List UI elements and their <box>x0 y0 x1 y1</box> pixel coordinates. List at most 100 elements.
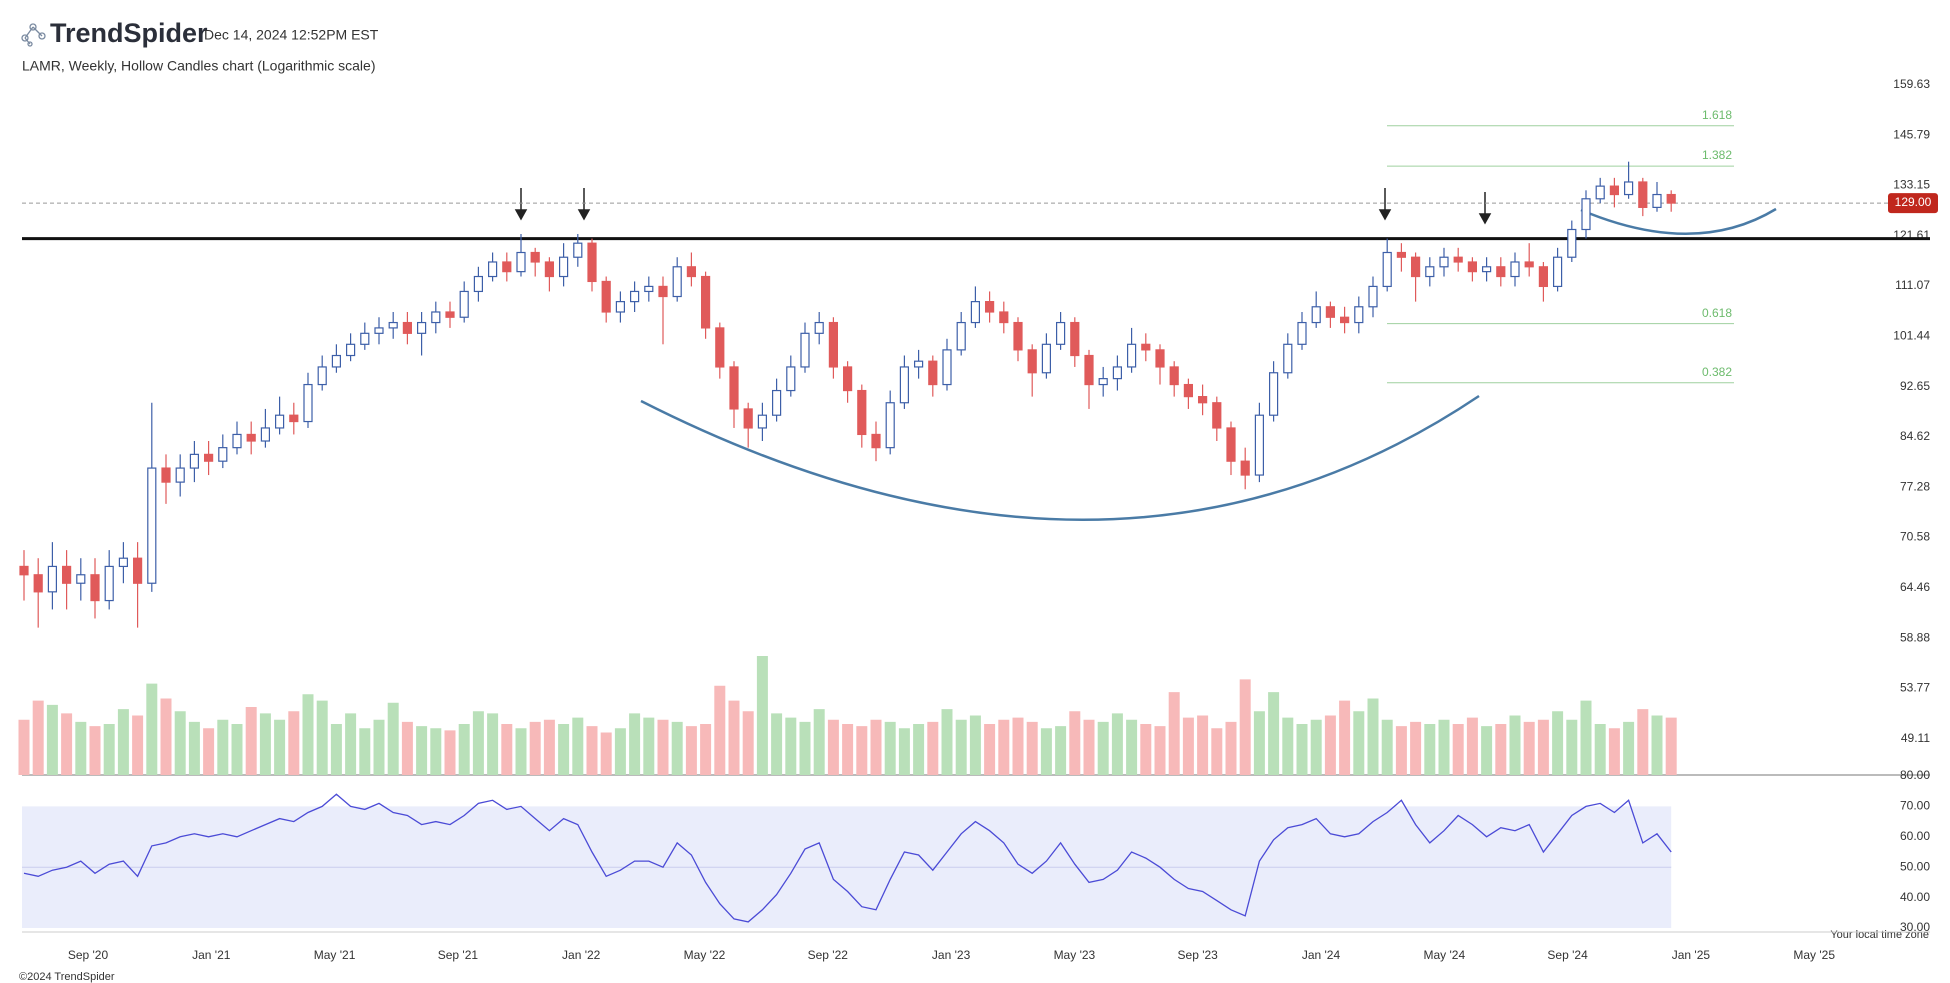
volume-bar <box>1424 724 1436 775</box>
volume-bar <box>103 724 115 775</box>
candle-body <box>814 321 824 334</box>
candle-body <box>431 311 441 324</box>
candle-body <box>459 290 469 318</box>
volume-bar <box>572 717 584 775</box>
volume-bar <box>913 724 925 775</box>
volume-bar <box>1140 724 1152 775</box>
candle-body <box>1595 185 1605 200</box>
volume-bar <box>359 728 371 775</box>
x-tick-label: Sep '24 <box>1547 948 1588 962</box>
rsi-tick-label: 50.00 <box>1900 859 1930 873</box>
volume-bar <box>898 728 910 775</box>
volume-bar <box>1211 728 1223 775</box>
volume-bar <box>75 721 87 775</box>
candle-body <box>644 285 654 293</box>
volume-bar <box>472 711 484 775</box>
volume-bar <box>685 726 697 775</box>
y-tick-label: 145.79 <box>1893 127 1930 141</box>
candle-body <box>544 261 555 278</box>
volume-bar <box>1481 726 1493 775</box>
candle-body <box>1439 256 1449 268</box>
volume-bar <box>1537 719 1549 775</box>
candle-body <box>1638 181 1648 208</box>
candle-body <box>615 301 626 313</box>
brand: TrendSpider <box>50 18 208 48</box>
candle-body <box>118 557 129 568</box>
volume-bar <box>18 719 30 775</box>
volume-bar <box>387 702 399 775</box>
rsi-tick-label: 60.00 <box>1900 829 1930 843</box>
candle-body <box>1453 256 1463 263</box>
candle-body <box>1126 343 1137 368</box>
volume-bar <box>188 721 200 775</box>
x-tick-label: Jan '22 <box>562 948 601 962</box>
volume-bar <box>217 719 229 775</box>
candle-body <box>1510 261 1520 278</box>
volume-bar <box>813 709 825 775</box>
volume-bar <box>856 726 868 775</box>
volume-bar <box>259 713 271 775</box>
volume-bar <box>1268 692 1280 775</box>
candle-body <box>1538 266 1549 288</box>
volume-bar <box>1182 717 1194 775</box>
volume-bar <box>231 724 243 775</box>
volume-bar <box>501 724 513 775</box>
arrows <box>514 188 1492 225</box>
volume-bar <box>1552 711 1564 775</box>
candle-body <box>984 301 995 313</box>
volume-bar <box>1310 719 1322 775</box>
y-tick-label: 84.62 <box>1900 429 1930 443</box>
volume-bar <box>1395 726 1407 775</box>
candle-body <box>970 301 981 324</box>
candle-body <box>587 242 597 283</box>
candle-body <box>672 266 682 298</box>
candle-body <box>956 321 966 351</box>
candle-body <box>999 311 1009 324</box>
volume-bar <box>245 707 257 775</box>
volume-bar <box>174 711 186 775</box>
candle-body <box>1623 181 1634 196</box>
candle-body <box>360 332 370 345</box>
volume-bar <box>1665 717 1677 775</box>
candle-body <box>1283 343 1293 374</box>
volume-bar <box>1608 728 1620 775</box>
candle-body <box>147 467 157 584</box>
y-tick-label: 58.88 <box>1900 630 1930 644</box>
candle-body <box>317 366 327 386</box>
y-tick-label: 70.58 <box>1900 530 1930 544</box>
candle-body <box>1410 256 1421 278</box>
volume-bar <box>1253 711 1265 775</box>
candle-body <box>729 366 739 410</box>
candle-body <box>1666 193 1676 204</box>
y-tick-label: 101.44 <box>1893 329 1930 343</box>
x-tick-label: Sep '23 <box>1178 948 1219 962</box>
candle-body <box>700 275 711 329</box>
candle-body <box>743 408 753 429</box>
x-tick-label: May '23 <box>1054 948 1096 962</box>
volume-bar <box>643 717 655 775</box>
copyright: ©2024 TrendSpider <box>19 971 115 983</box>
candle-body <box>558 256 569 278</box>
candle-body <box>857 389 867 436</box>
last-price-box <box>1888 193 1938 214</box>
volume-bar <box>1154 726 1166 775</box>
candle-body <box>1268 372 1279 416</box>
candle-body <box>289 414 299 423</box>
handle-curve <box>1580 207 1777 235</box>
candle-body <box>374 327 384 334</box>
volume-bar <box>1594 724 1606 775</box>
candle-body <box>488 261 498 278</box>
candle-body <box>1070 321 1080 357</box>
volume-bar <box>61 713 73 775</box>
volume-bar <box>714 685 726 775</box>
volume-bar <box>1197 715 1209 775</box>
volume-bar <box>614 728 626 775</box>
candle-body <box>76 574 86 584</box>
candle-body <box>913 360 924 368</box>
candle-body <box>1481 266 1492 273</box>
y-tick-label: 111.07 <box>1895 278 1930 292</box>
volume-bar <box>32 700 44 775</box>
fib-label: 0.382 <box>1702 365 1732 379</box>
volume-bar <box>799 721 811 775</box>
volume-bar <box>657 719 669 775</box>
